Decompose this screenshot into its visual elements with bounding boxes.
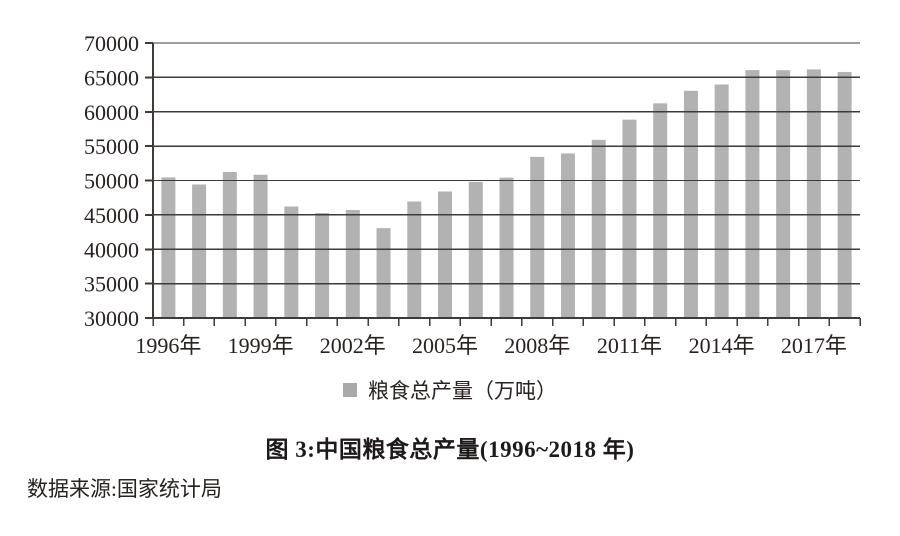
x-tick-label: 2011年 [597, 333, 662, 358]
y-tick-label: 40000 [84, 237, 139, 262]
bar-chart: 30000 35000 40000 45000 50000 55000 60000 65000… [84, 31, 861, 358]
bar-2003年 [376, 228, 391, 318]
x-tick-label: 2017年 [781, 333, 847, 358]
bar-2016年 [776, 70, 791, 318]
bar-1999年 [253, 174, 268, 318]
y-tick-label: 30000 [84, 306, 139, 331]
bar-2005年 [438, 191, 453, 318]
bar-2001年 [315, 213, 330, 318]
y-tick-label: 50000 [84, 169, 139, 194]
bar-2011年 [622, 119, 637, 318]
bar-2009年 [560, 153, 575, 318]
x-tick-label: 1999年 [228, 333, 294, 358]
x-tick-label: 2005年 [412, 333, 478, 358]
data-source-note: 数据来源:国家统计局 [27, 477, 222, 501]
y-tick-label: 45000 [84, 203, 139, 228]
bar-2010年 [591, 139, 606, 318]
y-tick-label: 55000 [84, 134, 139, 159]
legend-label: 粮食总产量（万吨） [368, 379, 557, 403]
bar-2008年 [530, 156, 545, 318]
bar-2012年 [653, 103, 668, 318]
y-tick-label: 35000 [84, 272, 139, 297]
legend-swatch-icon [343, 383, 357, 397]
bar-2000年 [284, 206, 299, 318]
x-tick-label: 1996年 [135, 333, 201, 358]
x-tick-label: 2002年 [320, 333, 386, 358]
bar-2006年 [468, 181, 483, 318]
bar-2014年 [714, 84, 729, 319]
bar-2002年 [345, 210, 360, 318]
bar-1997年 [192, 184, 207, 318]
bar-1996年 [161, 177, 176, 318]
bar-2017年 [806, 69, 821, 318]
chart-legend: 粮食总产量（万吨） [0, 375, 900, 405]
bar-2013年 [683, 90, 698, 318]
bar-2004年 [407, 201, 422, 318]
bar-2015年 [745, 70, 760, 318]
bar-2018年 [837, 71, 852, 318]
bar-2007年 [499, 177, 514, 318]
figure-caption: 图 3:中国粮食总产量(1996~2018 年) [265, 437, 635, 462]
bar-1998年 [222, 172, 237, 318]
x-tick-label: 2008年 [504, 333, 570, 358]
y-tick-label: 65000 [84, 65, 139, 90]
x-tick-label: 2014年 [689, 333, 755, 358]
y-tick-label: 60000 [84, 100, 139, 125]
y-tick-label: 70000 [84, 31, 139, 56]
